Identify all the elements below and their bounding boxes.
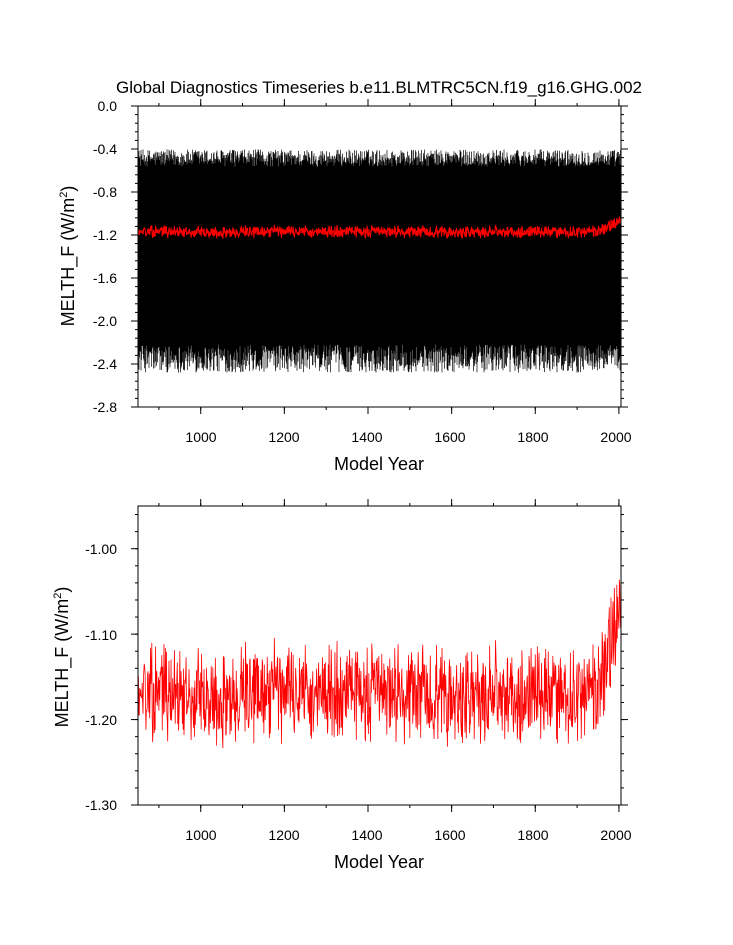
y-tick-label-top-2: -0.8 bbox=[93, 184, 117, 200]
x-tick-label-top-3: 1600 bbox=[434, 429, 465, 445]
x-tick-label-bottom-4: 1800 bbox=[517, 827, 548, 843]
x-axis-label-top: Model Year bbox=[334, 454, 424, 474]
x-tick-label-bottom-2: 1400 bbox=[351, 827, 382, 843]
y-axis-label-top-main: MELTH_F (W/m bbox=[58, 198, 79, 327]
x-tick-label-top-4: 1800 bbox=[517, 429, 548, 445]
x-tick-label-bottom-1: 1200 bbox=[268, 827, 299, 843]
x-axis-label-bottom: Model Year bbox=[334, 852, 424, 872]
y-axis-label-bottom: MELTH_F (W/m2) bbox=[52, 587, 73, 728]
y-axis-label-bottom-main: MELTH_F (W/m bbox=[52, 599, 73, 728]
y-tick-label-top-1: -0.4 bbox=[93, 141, 117, 157]
timeseries-panel-bottom: -1.00 -1.10 -1.20 -1.30 1000 1200 1400 1… bbox=[52, 499, 632, 872]
y-tick-label-top-5: -2.0 bbox=[93, 313, 117, 329]
y-tick-label-bottom-1: -1.10 bbox=[85, 627, 117, 643]
annual-series-line-top bbox=[137, 215, 622, 240]
y-axis-label-bottom-close: ) bbox=[52, 587, 72, 593]
x-tick-label-top-5: 2000 bbox=[600, 429, 631, 445]
plot-frame-top bbox=[137, 105, 622, 408]
annual-series-path-bottom bbox=[137, 579, 622, 749]
y-axis-label-bottom-sup: 2 bbox=[52, 593, 64, 599]
monthly-series-line-top bbox=[137, 149, 622, 373]
y-tick-label-bottom-0: -1.00 bbox=[85, 541, 117, 557]
annual-series-line-bottom bbox=[137, 579, 622, 749]
axis-ticks-top bbox=[131, 99, 628, 414]
axis-ticks-bottom bbox=[131, 499, 628, 812]
figure-title: Global Diagnostics Timeseries b.e11.BLMT… bbox=[116, 78, 642, 97]
plot-frame-bottom bbox=[137, 505, 622, 806]
timeseries-panel-top: 0.0 -0.4 -0.8 -1.2 -1.6 -2.0 -2.4 -2.8 1… bbox=[58, 98, 632, 474]
y-tick-label-top-0: 0.0 bbox=[98, 98, 118, 114]
y-tick-label-top-3: -1.2 bbox=[93, 227, 117, 243]
y-tick-label-bottom-3: -1.30 bbox=[85, 797, 117, 813]
x-tick-label-top-2: 1400 bbox=[351, 429, 382, 445]
y-tick-label-top-7: -2.8 bbox=[93, 399, 117, 415]
x-tick-label-top-1: 1200 bbox=[268, 429, 299, 445]
y-axis-label-top-sup: 2 bbox=[58, 192, 70, 198]
y-tick-label-top-6: -2.4 bbox=[93, 356, 117, 372]
y-tick-label-bottom-2: -1.20 bbox=[85, 712, 117, 728]
y-tick-label-top-4: -1.6 bbox=[93, 270, 117, 286]
x-tick-label-bottom-3: 1600 bbox=[434, 827, 465, 843]
x-tick-label-bottom-5: 2000 bbox=[600, 827, 631, 843]
x-tick-label-bottom-0: 1000 bbox=[185, 827, 216, 843]
annual-series-path-top bbox=[137, 215, 622, 240]
y-axis-label-top: MELTH_F (W/m2) bbox=[58, 186, 79, 327]
monthly-series-path bbox=[137, 149, 622, 373]
y-axis-label-top-close: ) bbox=[58, 186, 78, 192]
x-tick-label-top-0: 1000 bbox=[185, 429, 216, 445]
